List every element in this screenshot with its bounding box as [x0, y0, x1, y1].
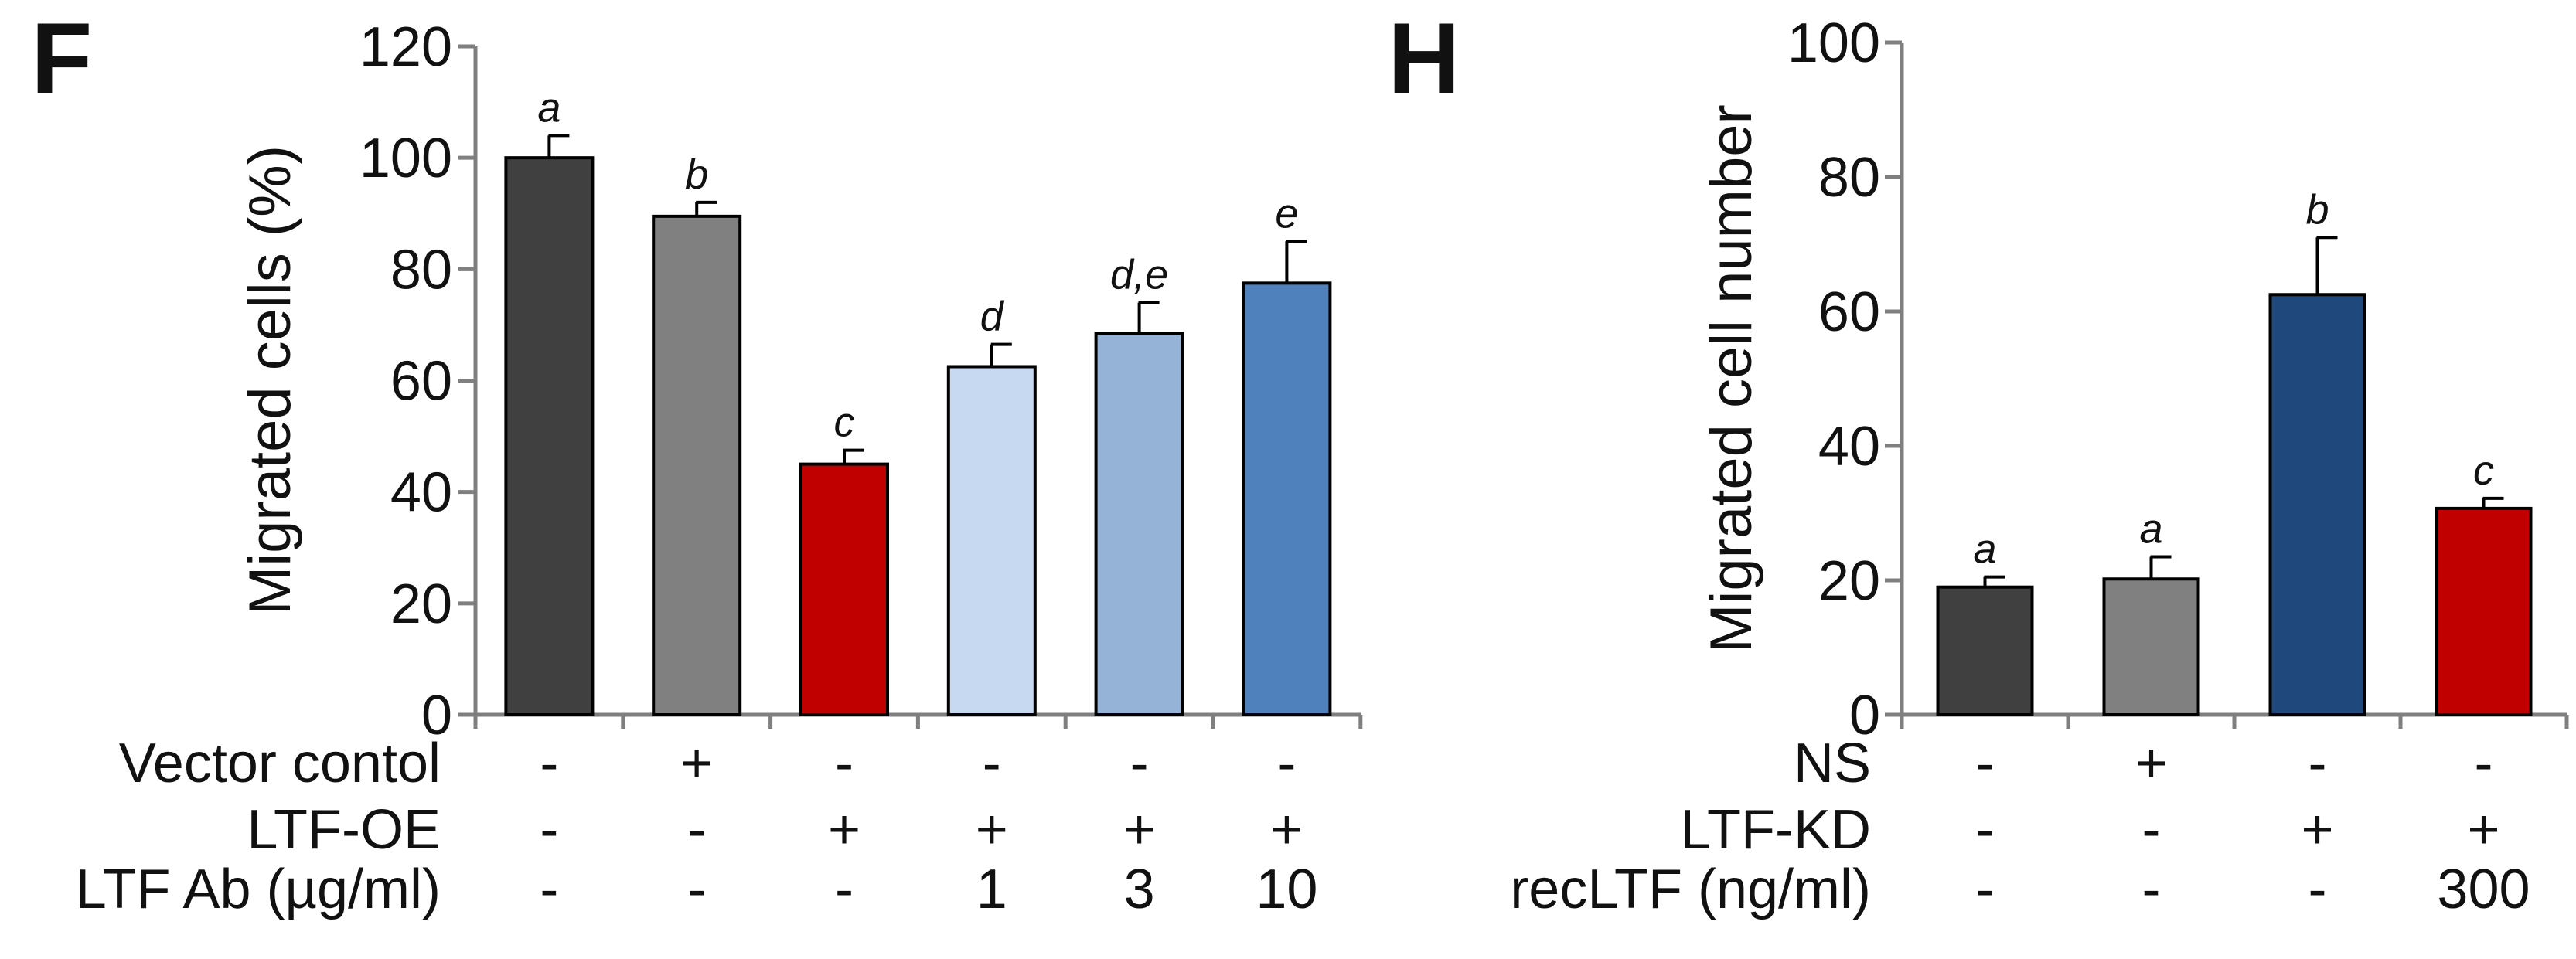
bar — [1242, 281, 1332, 716]
condition-value: + — [680, 733, 713, 794]
y-tick-label: 80 — [1818, 147, 1880, 209]
condition-value: 10 — [1256, 859, 1317, 920]
significance-label: a — [2139, 506, 2162, 553]
condition-value: - — [983, 733, 1001, 794]
significance-label: a — [537, 84, 561, 131]
y-tick-label: 120 — [359, 16, 452, 78]
y-tick-label: 40 — [1818, 416, 1880, 478]
y-axis-title: Migrated cells (%) — [237, 145, 303, 615]
condition-value: - — [2142, 859, 2161, 920]
bar — [652, 214, 742, 716]
condition-value: + — [828, 799, 860, 861]
y-tick-label: 20 — [1818, 550, 1880, 612]
condition-value: - — [2475, 733, 2493, 794]
condition-label: recLTF (ng/ml) — [1510, 859, 1871, 920]
significance-label: d — [980, 294, 1005, 340]
significance-label: a — [1973, 526, 1996, 573]
bar — [1094, 332, 1184, 716]
condition-label: LTF-KD — [1680, 799, 1871, 861]
condition-label: LTF Ab (µg/ml) — [76, 859, 441, 920]
bar — [2268, 293, 2366, 716]
condition-value: - — [540, 799, 558, 861]
y-tick-label: 20 — [390, 573, 452, 635]
significance-label: b — [2305, 186, 2329, 233]
condition-value: - — [1976, 733, 1995, 794]
condition-label: Vector contol — [119, 733, 441, 794]
panel-letter: F — [31, 2, 92, 114]
condition-value: - — [540, 733, 558, 794]
significance-label: b — [685, 151, 708, 198]
condition-value: - — [2309, 859, 2327, 920]
condition-value: - — [1277, 733, 1296, 794]
bar — [1936, 585, 2034, 717]
significance-label: c — [834, 400, 855, 446]
y-tick-label: 40 — [390, 462, 452, 524]
significance-label: c — [2473, 447, 2494, 494]
condition-value: - — [687, 859, 706, 920]
condition-value: - — [1976, 859, 1995, 920]
y-tick-label: 0 — [421, 685, 452, 746]
bar — [504, 156, 595, 716]
condition-value: - — [835, 859, 854, 920]
panel-f: F 0 20 40 60 80 100 120 Migrated cells (%) a b c d d,… — [31, 2, 1363, 920]
condition-value: + — [1270, 799, 1303, 861]
condition-value: 300 — [2437, 859, 2530, 920]
significance-label: e — [1275, 190, 1298, 236]
condition-value: - — [1130, 733, 1149, 794]
y-axis-title: Migrated cell number — [1699, 104, 1764, 653]
condition-value: - — [687, 799, 706, 861]
condition-value: + — [1123, 799, 1156, 861]
condition-value: 1 — [976, 859, 1007, 920]
bar — [2435, 506, 2533, 716]
bar — [946, 365, 1037, 716]
condition-label: NS — [1794, 733, 1871, 794]
condition-value: + — [976, 799, 1008, 861]
y-tick-label: 100 — [359, 128, 452, 189]
bar — [799, 462, 889, 716]
condition-value: - — [1976, 799, 1995, 861]
condition-value: - — [2309, 733, 2327, 794]
condition-value: - — [835, 733, 854, 794]
significance-label: d,e — [1110, 252, 1168, 298]
condition-value: 3 — [1124, 859, 1155, 920]
y-tick-label: 60 — [390, 351, 452, 413]
panel-h: H 0 20 40 60 80 100 Migrated cell number a a b c NS -… — [1388, 2, 2569, 920]
condition-value: + — [2135, 733, 2167, 794]
condition-value: + — [2301, 799, 2333, 861]
bar — [2102, 577, 2200, 717]
condition-value: - — [540, 859, 558, 920]
condition-value: + — [2467, 799, 2499, 861]
y-tick-label: 60 — [1818, 281, 1880, 343]
panel-letter: H — [1388, 2, 1460, 114]
y-tick-label: 80 — [390, 239, 452, 301]
y-tick-label: 0 — [1849, 685, 1880, 746]
y-tick-label: 100 — [1787, 12, 1880, 74]
condition-value: - — [2142, 799, 2161, 861]
condition-label: LTF-OE — [247, 799, 441, 861]
